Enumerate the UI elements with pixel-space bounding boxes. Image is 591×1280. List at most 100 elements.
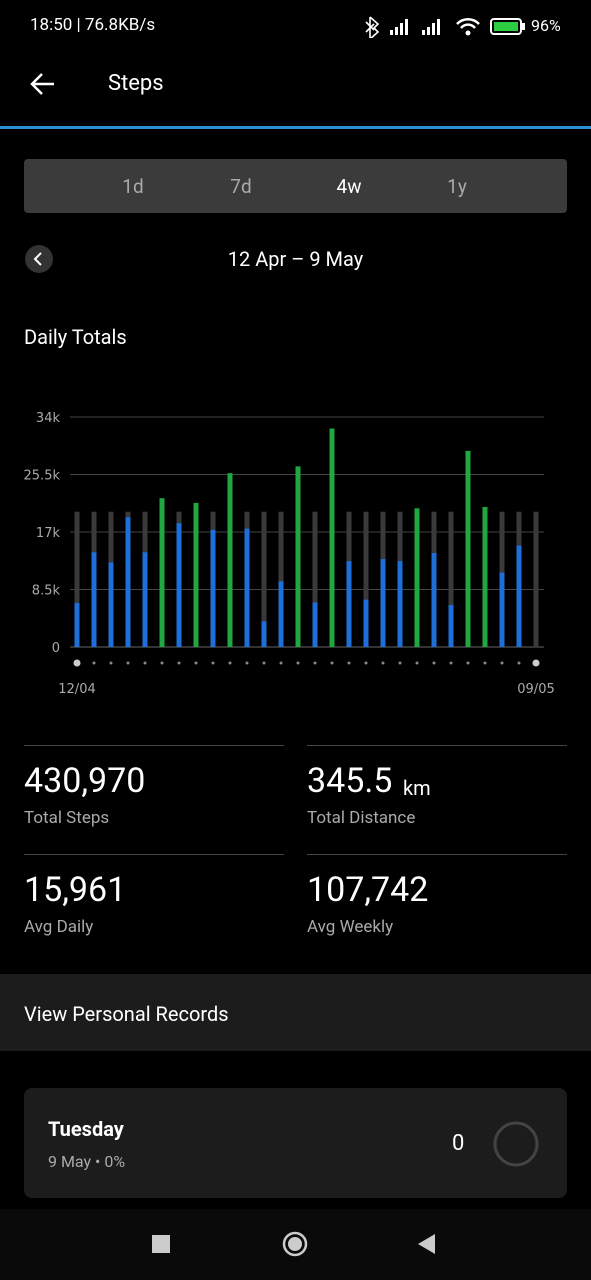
bar: [125, 517, 131, 647]
back-button[interactable]: [28, 70, 56, 98]
goal-bar: [533, 511, 539, 647]
stat-label: Avg Weekly: [307, 917, 394, 937]
x-dot: [483, 661, 487, 665]
x-dot: [177, 661, 181, 665]
records-link[interactable]: View Personal Records: [24, 1002, 229, 1026]
stat-value: 345.5: [307, 761, 393, 801]
x-dot: [398, 661, 402, 665]
x-dot: [279, 661, 283, 665]
stat-label: Total Distance: [307, 808, 416, 828]
nav-recent[interactable]: [152, 1235, 170, 1253]
x-dot: [364, 661, 368, 665]
x-dot: [262, 661, 266, 665]
bar: [380, 559, 386, 647]
bar: [312, 602, 318, 647]
day-detail: 9 May • 0%: [48, 1152, 126, 1171]
bar: [397, 561, 403, 647]
bar: [431, 552, 437, 647]
status-icons: [365, 16, 525, 38]
x-tick-label: 12/04: [58, 682, 95, 697]
section-title: Daily Totals: [24, 325, 127, 349]
stat-label: Total Steps: [24, 808, 110, 828]
stat-divider: [307, 745, 567, 746]
x-dot: [466, 661, 470, 665]
y-tick-label: 0: [52, 641, 60, 656]
bar: [261, 621, 267, 647]
x-dot: [143, 661, 147, 665]
header-divider: [0, 126, 591, 129]
x-dot: [296, 661, 300, 665]
tab[interactable]: 1d: [122, 175, 144, 198]
prev-button[interactable]: [24, 244, 54, 274]
stat-label: Avg Daily: [24, 917, 94, 937]
tab[interactable]: 1y: [447, 175, 467, 198]
stat-value: 430,970: [24, 761, 146, 801]
bar: [108, 562, 114, 647]
x-dot: [245, 661, 249, 665]
bar: [295, 466, 301, 647]
x-dot: [92, 661, 96, 665]
x-tick-label: 09/05: [517, 682, 554, 697]
bar: [516, 545, 522, 647]
x-dot: [211, 661, 215, 665]
y-tick-label: 8.5k: [32, 584, 61, 599]
bar: [414, 508, 420, 647]
x-dot: [194, 661, 198, 665]
bar: [227, 473, 233, 647]
nav-buttons: [152, 1231, 435, 1257]
x-dot: [517, 661, 521, 665]
goal-bar: [363, 511, 369, 647]
x-dot: [228, 661, 232, 665]
stat-divider: [24, 854, 284, 855]
y-tick-label: 34k: [36, 411, 61, 426]
battery: 96%: [531, 16, 561, 35]
y-tick-label: 25.5k: [24, 469, 61, 484]
bar: [346, 561, 352, 647]
goal-bar: [278, 511, 284, 647]
bar: [91, 552, 97, 647]
tab[interactable]: 4w: [336, 175, 362, 198]
x-dot: [126, 661, 130, 665]
stat-value: 15,961: [24, 870, 127, 910]
goal-bar: [74, 511, 80, 647]
x-dot: [109, 661, 113, 665]
bar: [448, 605, 454, 647]
tab[interactable]: 7d: [230, 175, 252, 198]
bar: [482, 506, 488, 647]
x-dot: [432, 661, 436, 665]
bar: [193, 502, 199, 647]
goal-bar: [448, 511, 454, 647]
records-row[interactable]: [0, 974, 591, 1051]
tab-bar: [24, 159, 567, 213]
date-range: 12 Apr – 9 May: [227, 247, 364, 271]
bar: [499, 572, 505, 647]
bar: [363, 599, 369, 647]
bar: [142, 552, 148, 647]
goal-bar: [261, 511, 267, 647]
nav-home[interactable]: [282, 1231, 308, 1257]
x-dot: [347, 661, 351, 665]
stat-divider: [307, 854, 567, 855]
bar: [329, 428, 335, 647]
bar: [74, 603, 80, 647]
status-time: 18:50 | 76.8KB/s: [30, 15, 156, 35]
progress-ring: [493, 1121, 539, 1167]
x-dot: [381, 661, 385, 665]
nav-back[interactable]: [418, 1234, 435, 1254]
chart: 0 8.5k 17k 25.5k 34k 12/04 09/05: [24, 411, 555, 697]
stat-unit: km: [403, 776, 431, 800]
bar: [159, 498, 165, 647]
x-dot: [73, 659, 81, 667]
stat-divider: [24, 745, 284, 746]
stat-value: 107,742: [307, 870, 429, 910]
y-tick-label: 17k: [36, 526, 61, 541]
header-title: Steps: [108, 71, 164, 96]
x-dot: [313, 661, 317, 665]
day-steps: 0: [452, 1131, 465, 1156]
x-dot: [532, 659, 540, 667]
day-card[interactable]: [24, 1088, 567, 1198]
bar: [278, 581, 284, 647]
x-dot: [500, 661, 504, 665]
bar: [176, 523, 182, 647]
